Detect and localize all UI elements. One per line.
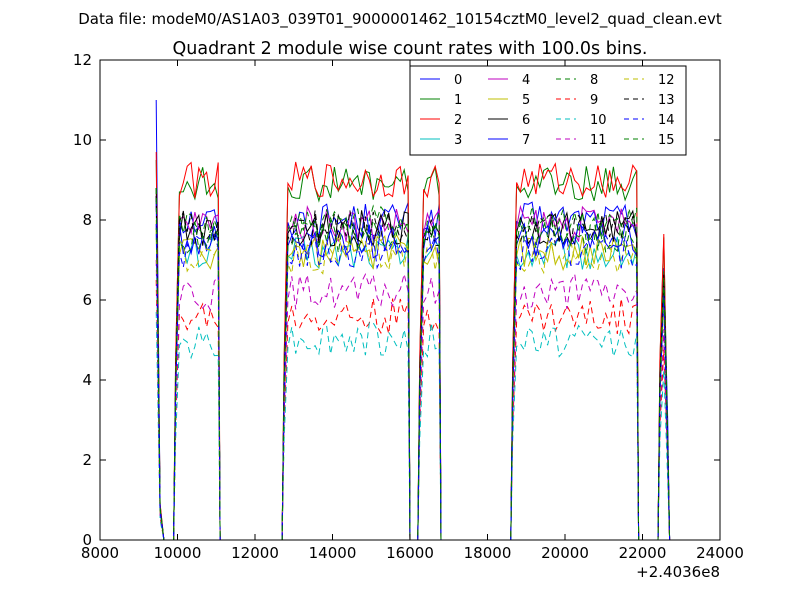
legend-label-9: 9 — [590, 93, 598, 108]
x-tick-label: 16000 — [386, 544, 434, 562]
legend-label-3: 3 — [454, 133, 462, 148]
y-tick-label: 0 — [82, 531, 92, 549]
legend-label-12: 12 — [658, 73, 675, 88]
x-tick-label: 8000 — [81, 544, 119, 562]
series-line-3 — [155, 227, 671, 541]
series-line-5 — [155, 219, 671, 541]
series-line-10 — [155, 311, 671, 541]
x-tick-label: 14000 — [309, 544, 357, 562]
legend-label-1: 1 — [454, 93, 462, 108]
series-line-6 — [155, 187, 671, 541]
legend-label-4: 4 — [522, 73, 530, 88]
series-line-14 — [155, 223, 671, 541]
legend-label-5: 5 — [522, 93, 530, 108]
x-tick-label: 22000 — [619, 544, 667, 562]
legend-label-14: 14 — [658, 113, 675, 128]
legend-label-11: 11 — [590, 133, 607, 148]
series-line-12 — [155, 227, 671, 541]
axes: 8000 10000 12000 14000 16000 18000 20000 22000 2… — [73, 51, 744, 562]
x-tick-label: 24000 — [696, 544, 744, 562]
series-line-15 — [155, 187, 671, 541]
y-tick-label: 8 — [82, 211, 92, 229]
legend-label-10: 10 — [590, 113, 607, 128]
series-line-7 — [155, 199, 671, 541]
y-tick-label: 2 — [82, 451, 92, 469]
series-line-1 — [155, 159, 671, 541]
series-line-11 — [155, 259, 671, 541]
suptitle: Data file: modeM0/AS1A03_039T01_90000014… — [78, 10, 722, 29]
legend-label-8: 8 — [590, 73, 598, 88]
x-tick-label: 10000 — [154, 544, 202, 562]
series-line-2 — [155, 151, 671, 541]
series-line-9 — [155, 279, 671, 541]
legend-label-7: 7 — [522, 133, 530, 148]
legend-label-13: 13 — [658, 93, 675, 108]
plot-frame — [99, 59, 721, 541]
y-tick-label: 10 — [73, 131, 92, 149]
y-tick-label: 12 — [73, 51, 92, 69]
y-tick-label: 4 — [82, 371, 92, 389]
x-tick-label: 18000 — [464, 544, 512, 562]
legend-label-0: 0 — [454, 73, 462, 88]
chart-title: Quadrant 2 module wise count rates with … — [173, 39, 648, 59]
y-tick-label: 6 — [82, 291, 92, 309]
x-offset-label: +2.4036e8 — [636, 563, 720, 581]
x-tick-label: 12000 — [231, 544, 279, 562]
series-line-0 — [155, 99, 671, 541]
legend-box — [409, 65, 687, 156]
series-line-4 — [155, 195, 671, 541]
x-tick-label: 20000 — [541, 544, 589, 562]
legend-label-6: 6 — [522, 113, 530, 128]
series-line-8 — [155, 187, 671, 541]
legend-label-2: 2 — [454, 113, 462, 128]
series-line-13 — [155, 195, 671, 541]
plot-area — [155, 99, 671, 541]
legend-label-15: 15 — [658, 133, 675, 148]
